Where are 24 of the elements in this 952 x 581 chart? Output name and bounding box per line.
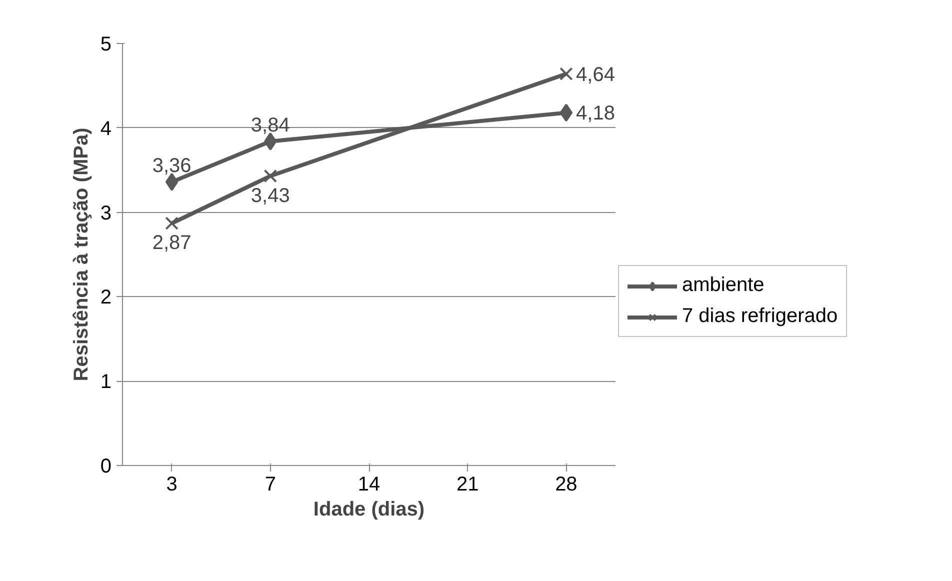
point xyxy=(560,67,573,81)
data-label: 3,43 xyxy=(250,184,290,207)
x-axis-title: Idade (dias) xyxy=(313,498,425,520)
legend-label: ambiente xyxy=(682,274,764,297)
point xyxy=(165,216,178,230)
y-tick-label: 1 xyxy=(100,371,112,394)
legend-label: 7 dias refrigerado xyxy=(682,305,838,328)
y-tick-label: 4 xyxy=(100,118,112,140)
point xyxy=(560,104,573,122)
point xyxy=(264,169,278,183)
data-label: 4,18 xyxy=(576,102,615,125)
x-tick-label: 28 xyxy=(555,474,578,496)
y-axis-title: Resistência à tração (MPa) xyxy=(70,128,92,382)
x-tick-label: 3 xyxy=(166,474,178,496)
y-tick-label: 2 xyxy=(100,286,112,309)
x-tick-label: 21 xyxy=(456,474,479,496)
y-tick-label: 3 xyxy=(100,202,112,224)
y-tick-label: 5 xyxy=(100,34,112,56)
data-label: 4,64 xyxy=(576,64,615,86)
data-label: 3,36 xyxy=(152,154,192,177)
y-tick-label: 0 xyxy=(100,456,112,478)
x-tick-label: 7 xyxy=(264,474,276,496)
data-label: 2,87 xyxy=(152,232,192,254)
x-tick-label: 14 xyxy=(358,474,380,496)
